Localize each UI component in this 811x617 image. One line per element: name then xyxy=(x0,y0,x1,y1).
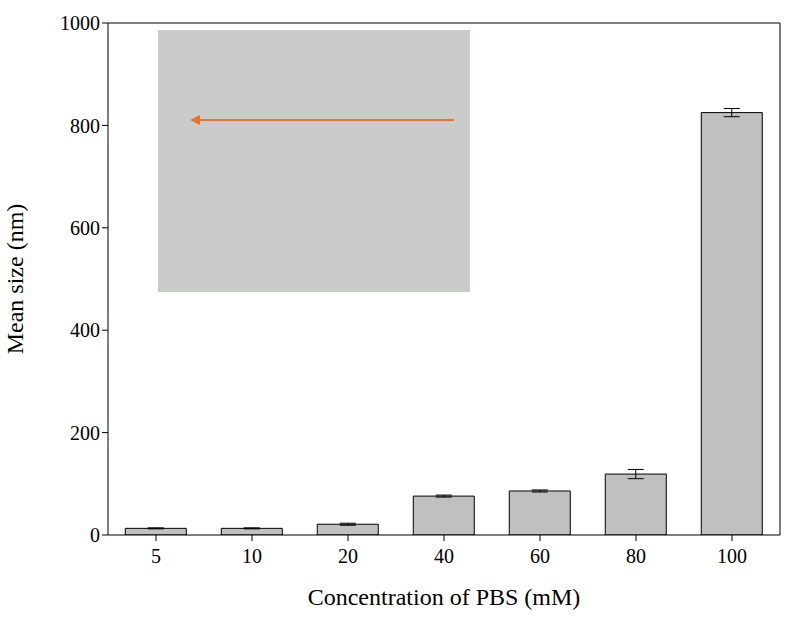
svg-text:40: 40 xyxy=(434,545,454,567)
svg-text:1000: 1000 xyxy=(60,12,100,34)
svg-text:800: 800 xyxy=(70,115,100,137)
svg-text:600: 600 xyxy=(70,217,100,239)
svg-text:100: 100 xyxy=(717,545,747,567)
svg-text:10: 10 xyxy=(242,545,262,567)
svg-text:5: 5 xyxy=(151,545,161,567)
svg-text:Mean size (nm): Mean size (nm) xyxy=(2,204,28,355)
svg-text:20: 20 xyxy=(338,545,358,567)
svg-text:Concentration of PBS (mM): Concentration of PBS (mM) xyxy=(308,584,581,610)
svg-text:0: 0 xyxy=(90,524,100,546)
svg-text:80: 80 xyxy=(626,545,646,567)
svg-text:200: 200 xyxy=(70,422,100,444)
svg-text:60: 60 xyxy=(530,545,550,567)
svg-text:400: 400 xyxy=(70,319,100,341)
